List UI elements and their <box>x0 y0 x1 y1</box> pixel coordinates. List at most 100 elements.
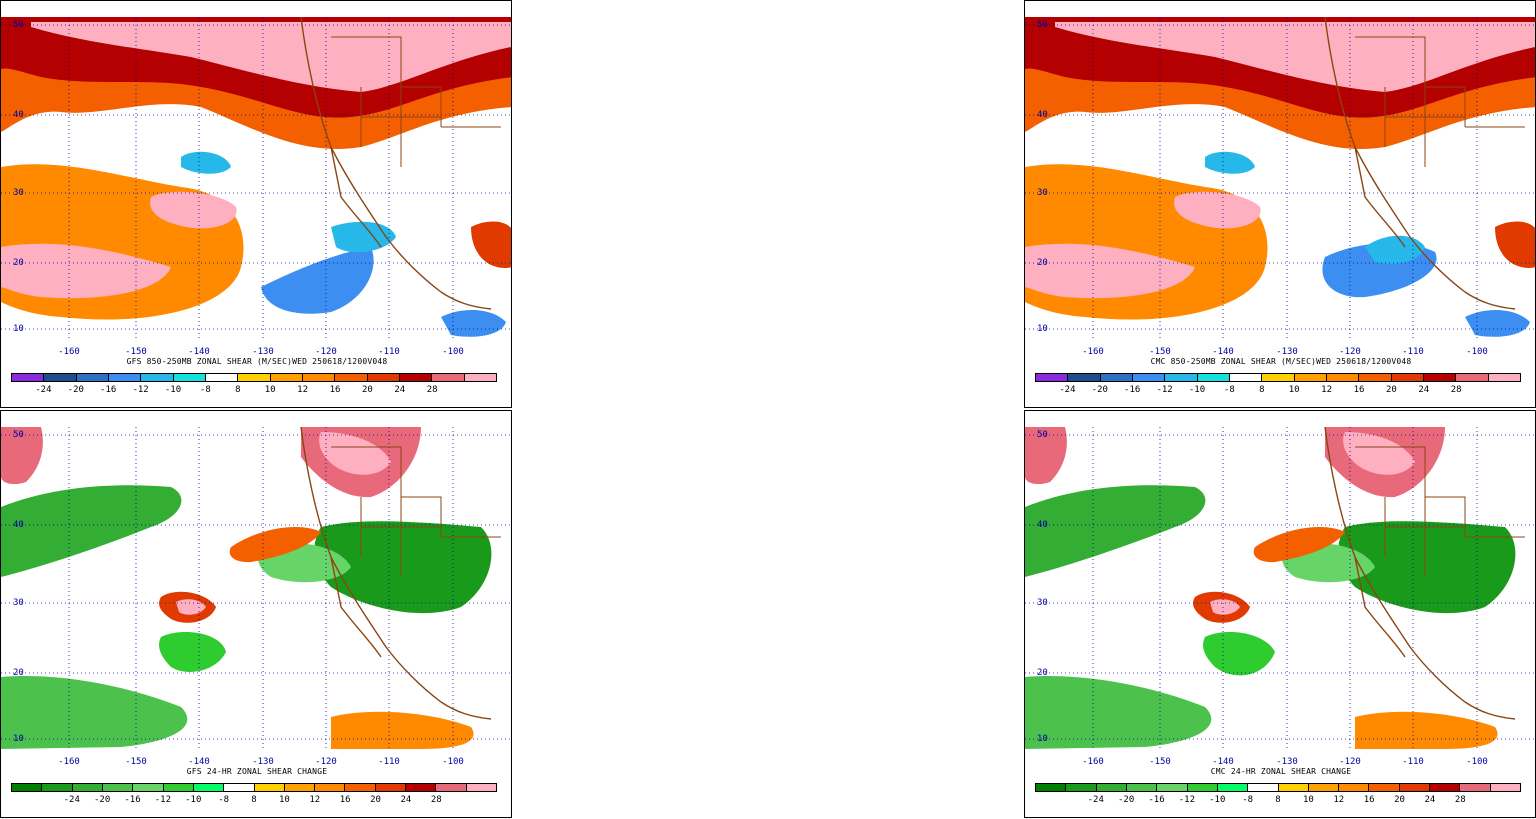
latitude-label: 40 <box>1037 110 1048 120</box>
color-scale-swatch <box>133 784 164 791</box>
color-scale-label: -20 <box>93 795 111 805</box>
longitude-label: -160 <box>58 757 80 767</box>
shear-band-south-peak <box>1 243 171 299</box>
coastline <box>1324 427 1516 720</box>
shear-jet-core <box>1174 191 1261 229</box>
color-scale-swatch <box>1391 374 1424 381</box>
color-scale-label: 28 <box>1454 795 1466 805</box>
latitude-label: 30 <box>1037 598 1048 608</box>
longitude-labels: -160 -150 -140 -130 -120 -110 -100 <box>1 757 511 769</box>
color-scale-swatch <box>1294 374 1327 381</box>
color-scale-label: -10 <box>1209 795 1226 805</box>
latitude-label: 50 <box>13 430 24 440</box>
color-scale-label: 10 <box>264 385 276 395</box>
color-scale-swatch <box>406 784 437 791</box>
state-borders <box>1355 446 1525 577</box>
shear-decrease-south <box>1025 676 1212 749</box>
color-scale-swatch <box>1100 374 1133 381</box>
color-scale-label: -8 <box>199 385 211 395</box>
state-borders <box>1355 36 1525 167</box>
color-scale-label: 16 <box>329 385 341 395</box>
panel-caption: GFS 850-250MB ZONAL SHEAR (M/SEC)WED 250… <box>126 357 388 366</box>
easterly-shear-south <box>1465 310 1530 337</box>
color-scale-swatch <box>72 784 103 791</box>
color-scale-swatch <box>1369 784 1400 791</box>
color-scale-swatch <box>1157 784 1188 791</box>
map-area <box>1025 427 1535 749</box>
color-scale-swatch <box>1066 784 1097 791</box>
color-scale-swatch <box>1326 374 1360 381</box>
color-scale-label: 8 <box>251 795 257 805</box>
color-scale-swatch <box>238 374 271 381</box>
color-scale-label: -24 <box>1059 385 1076 395</box>
longitude-label: -150 <box>1149 347 1171 357</box>
color-scale-labels: -24 -20 -16 -12 -10 -8 8 10 12 16 20 24 28 <box>11 385 497 397</box>
color-scale-label: 16 <box>339 795 351 805</box>
color-scale-swatch <box>1036 784 1067 791</box>
longitude-label: -100 <box>1466 347 1488 357</box>
easterly-shear-south <box>441 310 506 337</box>
color-scale-label: -10 <box>1188 385 1206 395</box>
shear-decrease-north <box>1 485 182 577</box>
color-scale-swatch <box>466 784 496 791</box>
easterly-shear-area <box>261 247 374 314</box>
color-scale-label: 16 <box>1353 385 1365 395</box>
color-scale-swatch <box>1490 784 1520 791</box>
longitude-label: -110 <box>1402 347 1424 357</box>
shear-band-north-peak <box>1055 22 1535 92</box>
color-scale-swatch <box>270 374 303 381</box>
color-scale-swatch <box>432 374 465 381</box>
longitude-label: -140 <box>188 347 210 357</box>
latitude-label: 10 <box>1037 734 1048 744</box>
color-scale-label: -20 <box>1091 385 1108 395</box>
longitude-label: -140 <box>188 757 210 767</box>
color-scale-swatch <box>108 374 142 381</box>
latitude-label: 20 <box>1037 258 1048 268</box>
color-scale-swatch <box>1036 374 1069 381</box>
longitude-label: -100 <box>442 757 464 767</box>
color-scale-label: 24 <box>400 795 412 805</box>
color-scale-swatch <box>1197 374 1230 381</box>
shear-increase-south <box>331 711 474 749</box>
color-scale-swatch <box>173 374 206 381</box>
color-scale-swatch <box>1187 784 1218 791</box>
panel-caption: CMC 24-HR ZONAL SHEAR CHANGE <box>1210 767 1352 776</box>
longitude-label: -110 <box>1402 757 1424 767</box>
state-borders <box>331 446 501 577</box>
color-scale-swatch <box>141 374 174 381</box>
color-scale-label: -12 <box>154 795 172 805</box>
color-scale-label: 28 <box>430 795 442 805</box>
color-scale-swatch <box>1217 784 1249 791</box>
latitude-label: 30 <box>1037 188 1048 198</box>
cmc-shear-panel: 50 40 30 20 10 -160 -150 -140 -130 -120 -110 -100 CM… <box>1024 0 1536 408</box>
color-scale-label: -24 <box>1087 795 1104 805</box>
color-scale-label: -12 <box>1178 795 1196 805</box>
coastline <box>300 17 492 310</box>
gfs-shear-change-panel: 50 40 30 20 10 -160 -150 -140 -130 -120 -110 -100 GF… <box>0 410 512 818</box>
latitude-label: 50 <box>1037 430 1048 440</box>
lat-lon-grid <box>1025 17 1535 339</box>
color-scale-swatch <box>1488 374 1520 381</box>
longitude-label: -120 <box>1339 757 1361 767</box>
color-scale-swatch <box>302 374 336 381</box>
lat-lon-grid <box>1 17 511 339</box>
shear-increase-north-core <box>319 432 391 475</box>
color-scale-label: 10 <box>1302 795 1314 805</box>
color-scale-label: 20 <box>361 385 373 395</box>
color-scale-bar <box>11 373 497 382</box>
latitude-label: 50 <box>13 20 24 30</box>
shear-band-north-peak <box>31 22 511 92</box>
color-scale-label: 10 <box>1288 385 1300 395</box>
color-scale-swatch <box>205 374 239 381</box>
easterly-shear-west <box>1205 151 1255 174</box>
color-scale-bar <box>1035 373 1521 382</box>
easterly-shear-west <box>181 151 231 174</box>
longitude-label: -150 <box>1149 757 1171 767</box>
longitude-labels: -160 -150 -140 -130 -120 -110 -100 <box>1025 757 1535 769</box>
shear-decrease-north <box>1025 485 1206 577</box>
color-scale-swatch <box>44 374 77 381</box>
cmc-shear-change-panel: 50 40 30 20 10 -160 -150 -140 -130 -120 -110 -100 CM… <box>1024 410 1536 818</box>
map-area <box>1025 17 1535 339</box>
color-scale-label: -10 <box>164 385 182 395</box>
latitude-label: 10 <box>1037 324 1048 334</box>
